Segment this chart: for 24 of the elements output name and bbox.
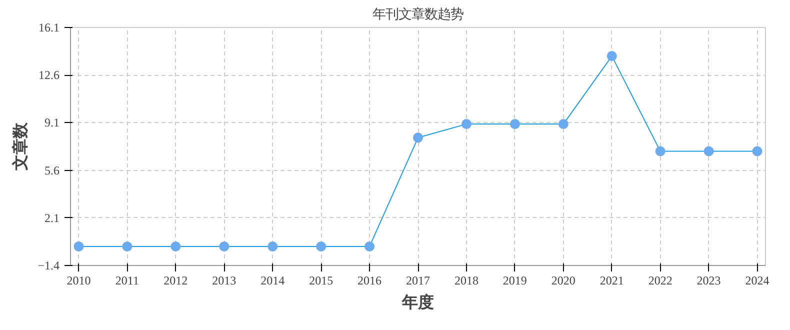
x-tick-label: 2020 [551,274,576,288]
x-tick-label: 2015 [309,274,334,288]
x-tick-label: 2024 [745,274,770,288]
x-tick-label: 2012 [164,274,188,288]
y-tick-label: 5.6 [44,163,60,178]
x-tick-label: 2018 [454,274,478,288]
x-tick-label: 2011 [115,274,139,288]
y-tick-label: 9.1 [44,116,60,130]
y-tick-label: 12.6 [38,68,60,82]
x-tick-label: 2013 [212,274,236,288]
chart-title: 年刊文章数趋势 [372,8,464,22]
x-tick-label: 2016 [358,274,382,288]
y-tick-label: −1.4 [38,258,60,272]
x-axis-title: 年度 [401,292,434,312]
x-tick-label: 2017 [406,274,430,288]
x-tick-label: 2019 [502,274,527,288]
x-tick-label: 2021 [600,274,624,288]
y-tick-label: 16.1 [38,20,60,34]
x-tick-label: 2023 [696,274,721,288]
y-tick-label: 2.1 [44,210,60,225]
x-tick-label: 2022 [648,274,672,288]
x-tick-label: 2010 [66,274,91,288]
y-axis-title: 文章数 [10,122,30,172]
x-tick-label: 2014 [260,274,285,288]
